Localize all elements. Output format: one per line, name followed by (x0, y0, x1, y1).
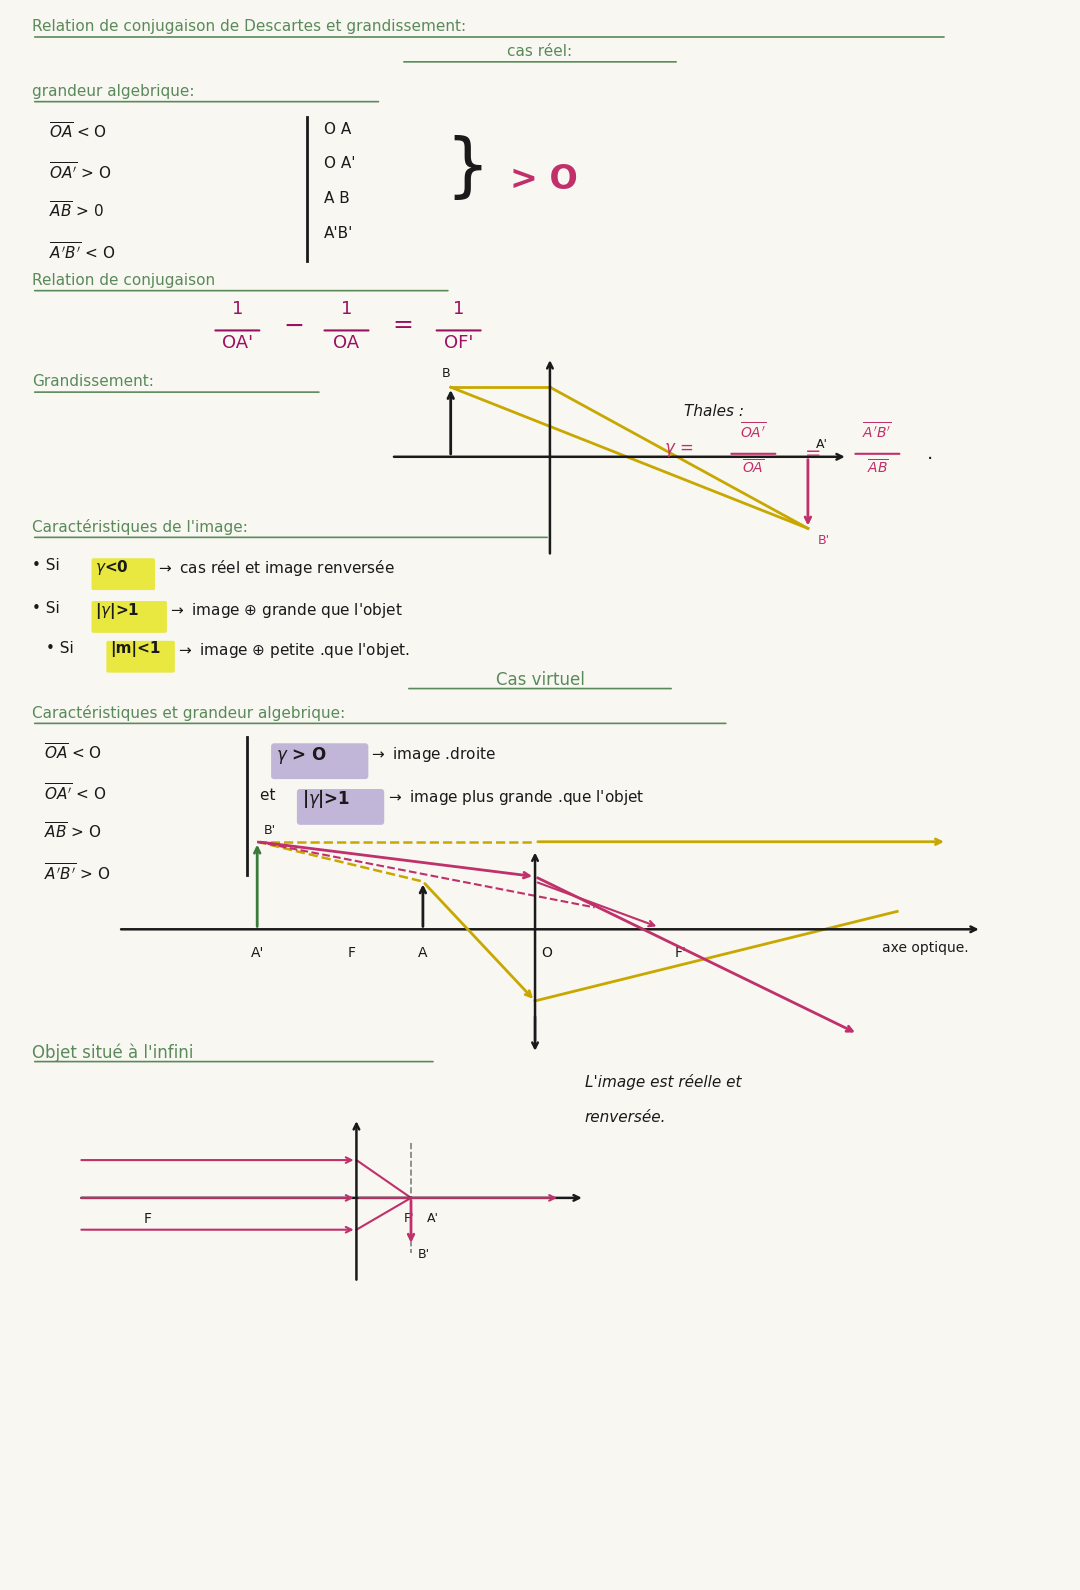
Text: Relation de conjugaison de Descartes et grandissement:: Relation de conjugaison de Descartes et … (32, 19, 467, 33)
Text: $\rightarrow$ cas réel et image renversée: $\rightarrow$ cas réel et image renversé… (156, 558, 394, 579)
Text: $\overline{OA}$ < O: $\overline{OA}$ < O (44, 743, 102, 763)
Text: Thales :: Thales : (684, 404, 744, 420)
Text: $\gamma$ =: $\gamma$ = (664, 440, 693, 460)
Text: grandeur algebrique:: grandeur algebrique: (32, 84, 194, 99)
Text: =: = (805, 444, 821, 463)
FancyBboxPatch shape (297, 789, 384, 825)
Text: Caractéristiques de l'image:: Caractéristiques de l'image: (32, 520, 247, 536)
Text: $\overline{OA'}$ > O: $\overline{OA'}$ > O (49, 161, 111, 183)
Text: $\overline{A'B'}$ > O: $\overline{A'B'}$ > O (44, 862, 110, 882)
Text: et: et (260, 789, 281, 803)
Text: O A': O A' (324, 156, 355, 172)
Text: $\overline{A'B'}$ < O: $\overline{A'B'}$ < O (49, 242, 116, 262)
Text: OF': OF' (444, 334, 473, 353)
Text: Grandissement:: Grandissement: (32, 374, 153, 390)
Text: $\gamma$<0: $\gamma$<0 (95, 558, 130, 577)
Text: > O: > O (510, 164, 578, 196)
Text: $\rightarrow$ image $\oplus$ grande que l'objet: $\rightarrow$ image $\oplus$ grande que … (167, 601, 403, 620)
Text: • Si: • Si (32, 558, 65, 574)
Text: $\overline{OA'}$ < O: $\overline{OA'}$ < O (44, 782, 107, 803)
Text: B': B' (418, 1248, 430, 1261)
Text: Relation de conjugaison: Relation de conjugaison (32, 273, 215, 288)
Text: $\overline{OA}$: $\overline{OA}$ (742, 458, 765, 475)
Text: |$\gamma$|>1: |$\gamma$|>1 (301, 789, 350, 809)
Text: $\overline{OA}$ < O: $\overline{OA}$ < O (49, 121, 107, 142)
Text: |m|<1: |m|<1 (110, 641, 161, 657)
Text: renversée.: renversée. (584, 1110, 666, 1126)
Text: $\rightarrow$ image plus grande .que l'objet: $\rightarrow$ image plus grande .que l'o… (387, 789, 645, 808)
Text: A B: A B (324, 191, 350, 207)
Text: F': F' (404, 1212, 415, 1224)
Text: Caractéristiques et grandeur algebrique:: Caractéristiques et grandeur algebrique: (32, 706, 346, 722)
Text: L'image est réelle et: L'image est réelle et (584, 1073, 741, 1089)
Text: 1: 1 (341, 299, 352, 318)
Text: A'B': A'B' (324, 226, 353, 242)
Text: cas réel:: cas réel: (508, 45, 572, 59)
Text: A': A' (427, 1212, 438, 1224)
Text: axe optique.: axe optique. (882, 941, 969, 956)
Text: • Si: • Si (32, 601, 65, 615)
Text: |$\gamma$|>1: |$\gamma$|>1 (95, 601, 140, 622)
Text: • Si: • Si (45, 641, 79, 655)
Text: F': F' (675, 946, 687, 960)
Text: B': B' (265, 824, 276, 836)
Text: A': A' (251, 946, 264, 960)
Text: O A: O A (324, 121, 351, 137)
Text: $\overline{AB}$ > 0: $\overline{AB}$ > 0 (49, 200, 104, 221)
Text: OA: OA (334, 334, 360, 353)
Text: B: B (442, 367, 450, 380)
Text: F: F (348, 946, 355, 960)
FancyBboxPatch shape (271, 743, 368, 779)
Text: }: } (446, 135, 490, 202)
Text: OA': OA' (221, 334, 253, 353)
Text: −: − (283, 313, 305, 337)
Text: 1: 1 (232, 299, 243, 318)
Text: F: F (144, 1212, 152, 1226)
Text: $\overline{OA'}$: $\overline{OA'}$ (740, 421, 767, 440)
FancyBboxPatch shape (92, 558, 156, 590)
Text: 1: 1 (453, 299, 464, 318)
Text: A': A' (815, 437, 828, 452)
Text: $\rightarrow$ image $\oplus$ petite .que l'objet.: $\rightarrow$ image $\oplus$ petite .que… (176, 641, 409, 660)
Text: $\overline{A'B'}$: $\overline{A'B'}$ (863, 421, 892, 440)
Text: A: A (418, 946, 428, 960)
Text: $\rightarrow$ image .droite: $\rightarrow$ image .droite (369, 746, 496, 765)
Text: =: = (393, 313, 414, 337)
Text: O: O (541, 946, 552, 960)
Text: $\overline{AB}$: $\overline{AB}$ (866, 458, 888, 475)
Text: B': B' (818, 534, 829, 547)
Text: Objet situé à l'infini: Objet situé à l'infini (32, 1043, 193, 1062)
Text: Cas virtuel: Cas virtuel (496, 671, 584, 688)
FancyBboxPatch shape (92, 601, 167, 633)
FancyBboxPatch shape (106, 641, 175, 673)
Text: $\overline{AB}$ > O: $\overline{AB}$ > O (44, 822, 102, 843)
Text: .: . (927, 444, 933, 463)
Text: $\gamma$ > O: $\gamma$ > O (276, 746, 327, 766)
